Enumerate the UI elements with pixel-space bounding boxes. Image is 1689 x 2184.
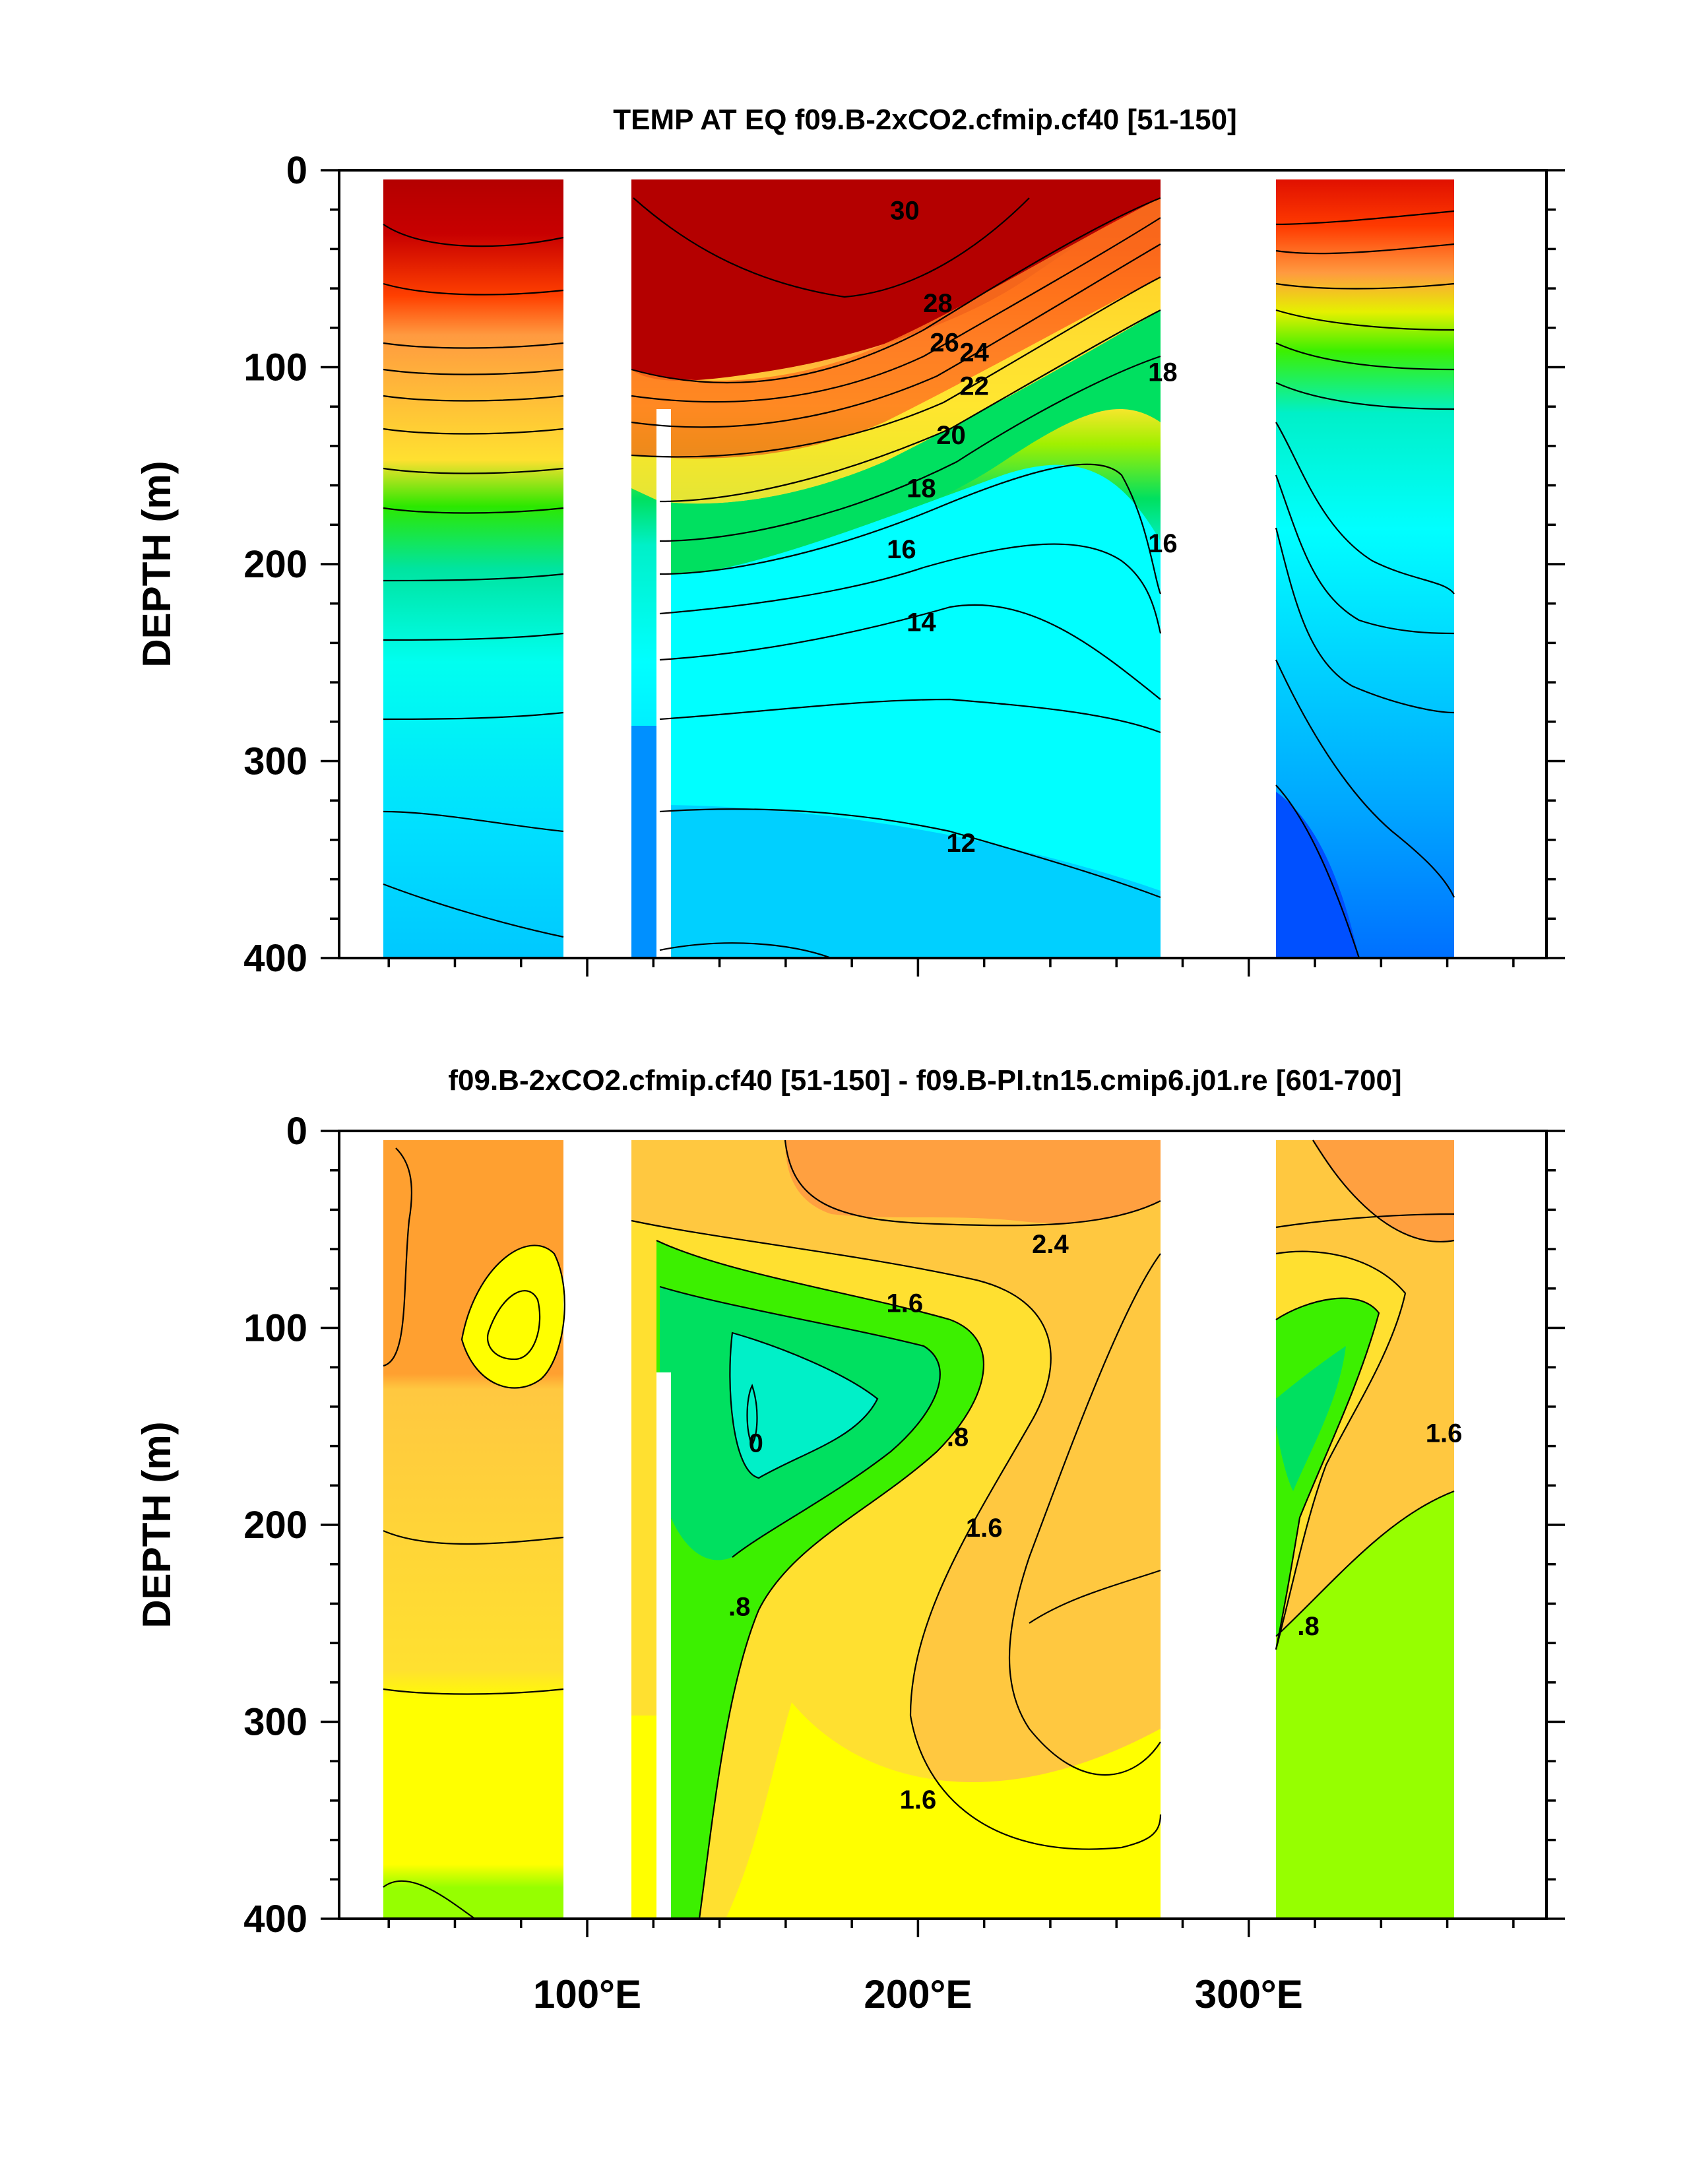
panel1-thermocline-yellow bbox=[631, 277, 1161, 504]
y-tick-label: 400 bbox=[243, 937, 307, 980]
contour-label: 16 bbox=[1148, 529, 1178, 558]
contour-label: 26 bbox=[930, 329, 959, 358]
y-tick-label: 100 bbox=[243, 346, 307, 389]
panel2-teal-core bbox=[730, 1333, 877, 1478]
y-tick-label: 200 bbox=[243, 1504, 307, 1547]
panel1-basin-west bbox=[383, 179, 563, 958]
panel1-title: TEMP AT EQ f09.B-2xCO2.cfmip.cf40 [51-15… bbox=[613, 104, 1236, 136]
contour-label: 22 bbox=[959, 371, 989, 401]
contour-label: 20 bbox=[936, 421, 966, 450]
contour-label: 1.6 bbox=[1426, 1419, 1463, 1448]
panel2-plot bbox=[339, 1131, 1546, 1919]
panel2-contours bbox=[383, 1140, 1455, 1919]
panel1-warm-pool bbox=[631, 179, 1161, 381]
panel1-thermocline-orange bbox=[631, 198, 1161, 459]
contour-label: 28 bbox=[923, 289, 953, 318]
panel2-land-gap-b bbox=[656, 1372, 671, 1919]
panel2-title: f09.B-2xCO2.cfmip.cf40 [51-150] - f09.B-… bbox=[448, 1064, 1401, 1097]
contour-label: 14 bbox=[907, 608, 936, 637]
contour-label: 18 bbox=[907, 474, 936, 503]
panel1-east-deep bbox=[1276, 792, 1359, 958]
panel2-land-gap-a bbox=[563, 1131, 631, 1919]
contour-label: 1.6 bbox=[966, 1514, 1003, 1543]
panel1-land-gap-b bbox=[656, 409, 671, 958]
panel2-contour-labels: 2.4 1.6 0 .8 1.6 .8 1.6 1.6 .8 bbox=[728, 1230, 1463, 1815]
contour-label: 12 bbox=[946, 829, 976, 858]
panel2-strait-b bbox=[631, 1716, 656, 1919]
panel2-east-deep-green bbox=[1276, 1491, 1454, 1919]
contour-label: .8 bbox=[947, 1423, 969, 1452]
y-tick-label: 0 bbox=[286, 149, 307, 192]
y-tick-label: 300 bbox=[243, 740, 307, 783]
panel2-east-teal bbox=[1276, 1346, 1346, 1491]
x-tick-label: 100°E bbox=[533, 1972, 641, 2016]
contour-label: 18 bbox=[1148, 358, 1178, 387]
y-tick-label: 400 bbox=[243, 1898, 307, 1941]
contour-label: 24 bbox=[959, 338, 989, 368]
panel1-land-gap-a bbox=[563, 170, 631, 958]
panel1-ylabel: DEPTH (m) bbox=[135, 461, 179, 667]
panel1-top-strip bbox=[339, 170, 1546, 179]
panel1-contours bbox=[383, 197, 1455, 958]
contour-label: .8 bbox=[1297, 1612, 1319, 1641]
panel2-west-max bbox=[462, 1245, 565, 1388]
panel1-yticklabels: 0 100 200 300 400 bbox=[243, 149, 307, 980]
x-tick-label: 300°E bbox=[1195, 1972, 1303, 2016]
panel2-land-gap-d bbox=[339, 1131, 383, 1919]
panel1-ticks bbox=[321, 169, 1565, 977]
panel2-top-strip bbox=[339, 1131, 1546, 1140]
contour-label: 30 bbox=[890, 197, 920, 226]
panel2-land-gap-c bbox=[1161, 1131, 1276, 1919]
contour-label: .8 bbox=[728, 1592, 750, 1621]
y-tick-label: 0 bbox=[286, 1110, 307, 1153]
panel2-land-gap-e bbox=[1454, 1131, 1546, 1919]
panel2-east-orange bbox=[1313, 1140, 1454, 1242]
x-tick-label: 200°E bbox=[864, 1972, 972, 2016]
y-tick-label: 300 bbox=[243, 1701, 307, 1744]
contour-label: 1.6 bbox=[900, 1785, 937, 1815]
panel2-yellow-deep bbox=[726, 1702, 1161, 1919]
panel1-thermocline-green bbox=[660, 310, 1161, 579]
y-tick-label: 200 bbox=[243, 543, 307, 586]
panel2-ticks bbox=[321, 1130, 1565, 1937]
panel1-strait-b bbox=[631, 726, 656, 958]
y-tick-label: 100 bbox=[243, 1307, 307, 1350]
panel1-land-gap-c bbox=[1161, 170, 1276, 958]
contour-label: 1.6 bbox=[887, 1289, 924, 1318]
contour-label: 2.4 bbox=[1032, 1230, 1069, 1259]
panel2-yticklabels: 0 100 200 300 400 bbox=[243, 1110, 307, 1941]
panel1-land-gap-e bbox=[1454, 170, 1546, 958]
panel1-plot bbox=[339, 170, 1546, 958]
panel2-surface-orange bbox=[785, 1140, 1161, 1223]
contour-label: 16 bbox=[887, 535, 916, 564]
contour-label: 0 bbox=[749, 1429, 763, 1458]
panel1-land-gap-d bbox=[339, 170, 383, 958]
panel2-xticklabels: 100°E 200°E 300°E bbox=[533, 1972, 1303, 2016]
panel2-ylabel: DEPTH (m) bbox=[135, 1421, 179, 1628]
panel1-deep-cyan bbox=[660, 805, 1161, 958]
